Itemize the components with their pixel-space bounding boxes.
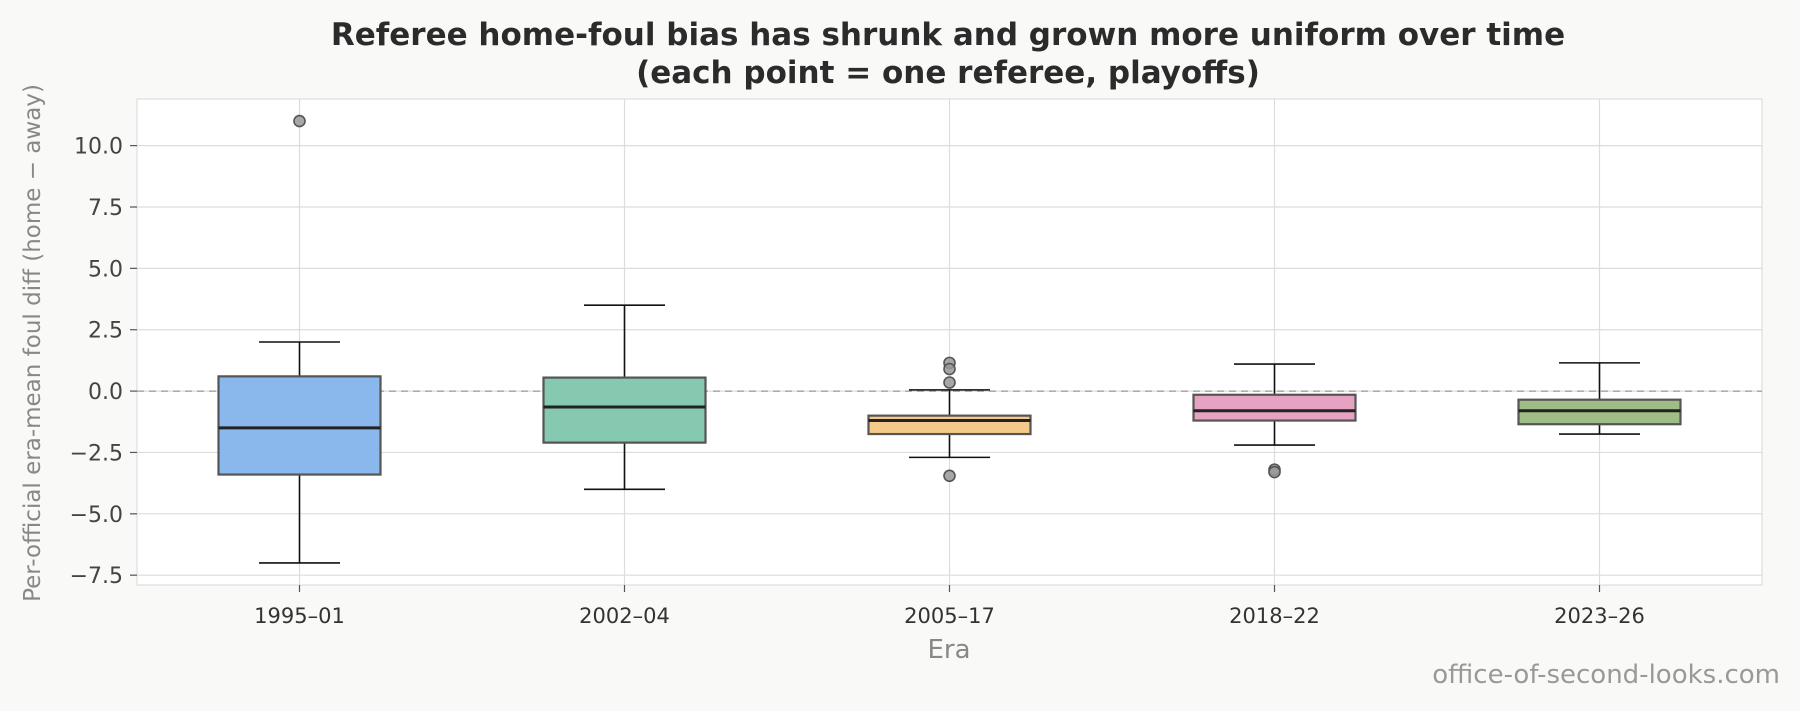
- outlier-point: [943, 376, 956, 389]
- y-tick-label: 2.5: [88, 319, 123, 344]
- x-tick-label: 2023–26: [1554, 604, 1645, 628]
- x-tick-label: 1995–01: [254, 604, 345, 628]
- chart-title-line-1: Referee home-foul bias has shrunk and gr…: [331, 17, 1565, 53]
- watermark: office-of-second-looks.com: [1432, 660, 1780, 690]
- y-axis-ticks: −7.5 −5.0 −2.5 0.0 2.5 5.0 7.5 10.0: [70, 135, 137, 589]
- box-iqr: [217, 375, 382, 476]
- box-group: [217, 114, 382, 564]
- chart-title-line-2: (each point = one referee, playoffs): [636, 55, 1260, 91]
- x-tick-label: 2005–17: [904, 604, 995, 628]
- x-tick-label: 2002–04: [579, 604, 670, 628]
- y-tick-label: −5.0: [70, 503, 123, 528]
- y-tick-label: 0.0: [88, 380, 123, 405]
- boxes: [217, 114, 1682, 564]
- box-iqr: [1192, 393, 1357, 422]
- outlier-point: [943, 469, 956, 483]
- outlier-point: [943, 362, 956, 376]
- y-tick-label: 7.5: [88, 196, 123, 221]
- x-tick-label: 2018–22: [1229, 604, 1320, 628]
- x-axis-ticks: 1995–01 2002–04 2005–17 2018–22 2023–26: [254, 585, 1645, 628]
- y-tick-label: −2.5: [70, 441, 123, 466]
- outlier-point: [1268, 465, 1281, 479]
- box-iqr: [867, 414, 1032, 436]
- y-tick-label: 10.0: [74, 135, 123, 160]
- y-axis-label: Per-official era-mean foul diff (home − …: [20, 84, 46, 602]
- box-group: [1192, 363, 1357, 479]
- y-tick-label: 5.0: [88, 257, 123, 282]
- x-axis-label: Era: [927, 635, 970, 665]
- box-iqr: [542, 376, 707, 444]
- y-tick-label: −7.5: [70, 564, 123, 589]
- box-group: [542, 304, 707, 491]
- box-group: [1517, 362, 1682, 435]
- box-group: [867, 356, 1032, 483]
- outlier-point: [293, 114, 306, 128]
